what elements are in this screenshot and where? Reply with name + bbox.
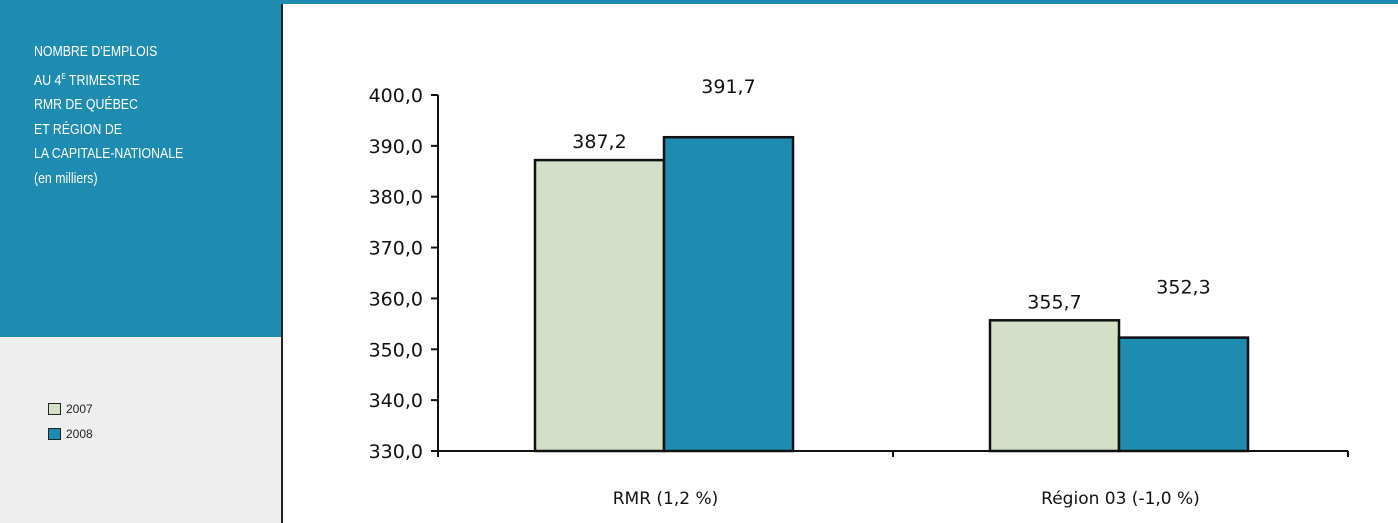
bar-2008 bbox=[662, 135, 795, 453]
legend-label-2008: 2008 bbox=[66, 427, 93, 441]
legend-swatch-2007 bbox=[48, 403, 61, 415]
data-label-2008: 391,7 bbox=[701, 76, 755, 98]
title-line-5: LA CAPITALE-NATIONALE bbox=[34, 145, 184, 162]
y-tick-label: 340,0 bbox=[369, 390, 423, 412]
y-tick-label: 330,0 bbox=[369, 441, 423, 463]
y-tick-label: 390,0 bbox=[369, 136, 423, 158]
top-rule bbox=[0, 0, 1398, 4]
title-unit: (en milliers) bbox=[34, 169, 98, 187]
title-line-2: AU 4E TRIMESTRE bbox=[34, 65, 183, 94]
y-tick-label: 360,0 bbox=[369, 288, 423, 310]
title-line-3: RMR DE QUÉBEC bbox=[34, 96, 138, 113]
data-label-2007: 355,7 bbox=[1027, 291, 1081, 313]
legend-label-2007: 2007 bbox=[66, 402, 93, 416]
title-line-2-rest: TRIMESTRE bbox=[65, 71, 141, 89]
title-line-2-text: AU 4 bbox=[34, 71, 62, 89]
title-superscript: E bbox=[61, 71, 66, 81]
chart-title: NOMBRE D'EMPLOIS AU 4E TRIMESTRE RMR DE … bbox=[34, 40, 183, 191]
bar-chart: 330,0 340,0 350,0 360,0 370,0 380,0 390,0 400,0… bbox=[369, 76, 1349, 509]
legend: 2007 2008 bbox=[0, 337, 281, 523]
legend-swatch-2008 bbox=[48, 428, 61, 440]
legend-item-2008: 2008 bbox=[48, 427, 93, 441]
y-tick-label: 380,0 bbox=[369, 187, 423, 209]
legend-item-2007: 2007 bbox=[48, 402, 93, 416]
data-label-2007: 387,2 bbox=[572, 131, 626, 153]
bar-2007 bbox=[533, 158, 666, 453]
x-category-label: Région 03 (-1,0 %) bbox=[1041, 489, 1200, 509]
title-line-1: NOMBRE D'EMPLOIS bbox=[34, 43, 158, 60]
title-panel: NOMBRE D'EMPLOIS AU 4E TRIMESTRE RMR DE … bbox=[0, 4, 281, 337]
bar-2007 bbox=[988, 319, 1121, 453]
y-tick-label: 370,0 bbox=[369, 238, 423, 260]
x-category-label: RMR (1,2 %) bbox=[613, 489, 719, 509]
y-tick-label: 350,0 bbox=[369, 339, 423, 361]
data-label-2008: 352,3 bbox=[1156, 277, 1210, 299]
y-tick-label: 400,0 bbox=[369, 85, 423, 107]
sidebar-panel: NOMBRE D'EMPLOIS AU 4E TRIMESTRE RMR DE … bbox=[0, 4, 283, 523]
bar-2008 bbox=[1117, 336, 1250, 453]
title-line-4: ET RÉGION DE bbox=[34, 120, 122, 138]
